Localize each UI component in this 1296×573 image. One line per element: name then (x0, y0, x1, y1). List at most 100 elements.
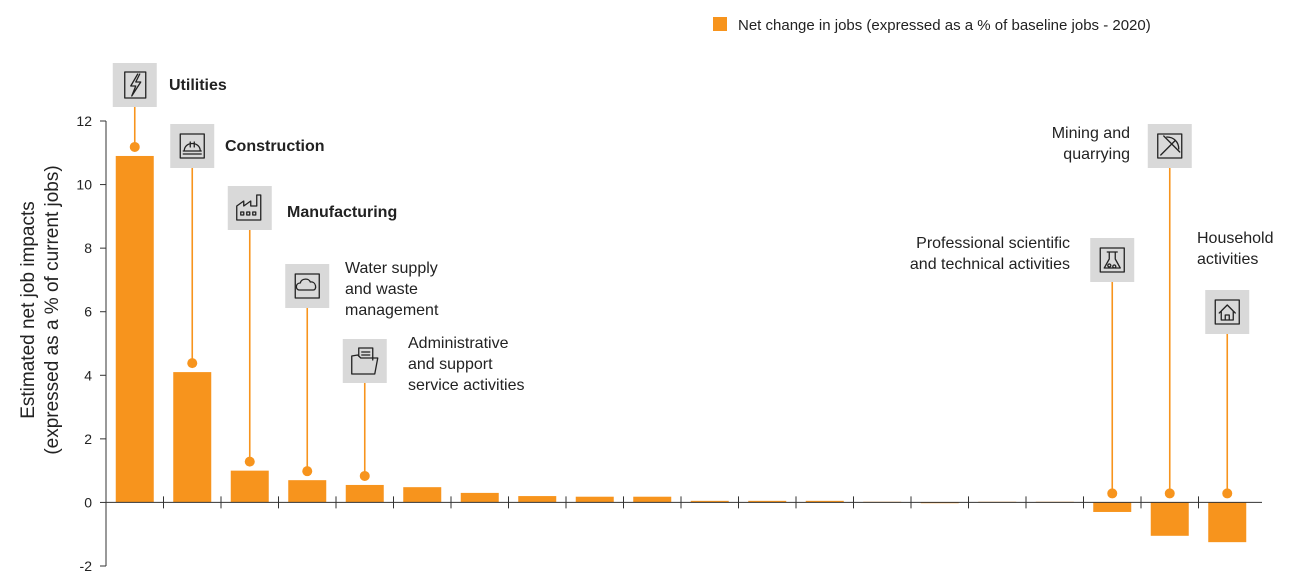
icon-stroke (124, 71, 147, 99)
y-axis-label-line-2: (expressed as a % of current jobs) (42, 165, 63, 454)
annotation-label-line: Administrative (408, 335, 509, 352)
icon-stroke (236, 194, 262, 221)
icon-stroke (179, 133, 205, 159)
annotation-label: Household activities (1197, 230, 1274, 268)
y-axis-label: Estimated net job impacts (expressed as … (18, 165, 63, 454)
leader-dot (244, 456, 255, 467)
annotation-label-line: Household (1197, 230, 1274, 247)
annotation-19: Household activities (1197, 230, 1274, 499)
leader-dot (302, 466, 313, 477)
legend: Net change in jobs (expressed as a % of … (713, 17, 1151, 34)
bar (633, 496, 672, 503)
annotation-4: Administrative and support service activit… (342, 335, 524, 481)
leader-dot (187, 358, 198, 369)
annotation-label: Manufacturing (287, 204, 397, 221)
icon-box (285, 264, 330, 308)
bar (690, 500, 729, 503)
icon-stroke (1160, 135, 1181, 156)
legend-swatch (713, 17, 727, 31)
icon-box (1090, 238, 1135, 282)
annotation-label-line: Utilities (169, 77, 227, 94)
bar (748, 500, 787, 503)
y-tick-label: 4 (84, 367, 92, 383)
icon-stroke (240, 211, 257, 216)
bar (1150, 502, 1189, 536)
pickaxe-icon (1147, 124, 1192, 168)
icon-stroke (294, 273, 320, 299)
y-tick-label: -2 (80, 558, 93, 573)
y-axis-label-line-1: Estimated net job impacts (18, 201, 39, 419)
house-icon (1205, 290, 1250, 334)
icon-stroke (1157, 133, 1183, 159)
annotation-label-line: and technical activities (910, 256, 1070, 273)
annotation-17: Professional scientific and technical act… (910, 235, 1135, 499)
y-tick-label: 10 (76, 177, 92, 193)
legend-label: Net change in jobs (expressed as a % of … (738, 17, 1151, 34)
annotation-label-line: Water supply (345, 260, 438, 277)
annotation-2: Manufacturing (227, 186, 397, 467)
annotation-label-line: Professional scientific (916, 235, 1070, 252)
leader-dot (1222, 488, 1233, 499)
y-axis: -2 0 2 4 6 8 10 12 (76, 113, 107, 573)
folder-document-icon (342, 339, 387, 383)
icon-stroke (1099, 247, 1125, 273)
bar (805, 500, 844, 503)
y-tick-label: 2 (84, 431, 92, 447)
annotation-label-line: management (345, 302, 439, 319)
hard-hat-icon (170, 124, 215, 168)
icon-stroke (1214, 299, 1240, 325)
icon-stroke (295, 278, 317, 291)
icon-stroke (130, 73, 142, 97)
icon-box (342, 339, 387, 383)
annotation-0: Utilities (112, 63, 227, 152)
icon-box (1205, 290, 1250, 334)
annotation-label: Administrative and support service activit… (408, 335, 524, 394)
annotation-label: Construction (225, 138, 325, 155)
annotation-label: Water supply and waste management (345, 260, 439, 319)
leader-dot (129, 141, 140, 152)
annotation-label-line: and waste (345, 281, 418, 298)
bars (115, 155, 1247, 543)
bar (1208, 502, 1247, 543)
annotation-label-line: Construction (225, 138, 325, 155)
bar (345, 484, 384, 503)
y-tick-label: 0 (84, 494, 92, 510)
annotation-label-line: Mining and (1052, 125, 1130, 142)
x-axis (106, 496, 1262, 509)
leader-dot (359, 470, 370, 481)
y-tick-label: 6 (84, 304, 92, 320)
icon-stroke (182, 141, 202, 155)
annotation-3: Water supply and waste management (285, 260, 439, 477)
annotation-label-line: Manufacturing (287, 204, 397, 221)
lightning-icon (112, 63, 157, 107)
leader-dot (1164, 488, 1175, 499)
icon-stroke (358, 347, 374, 361)
annotation-label-line: activities (1197, 251, 1258, 268)
icon-stroke (1103, 251, 1121, 269)
bar (518, 496, 557, 503)
annotation-label: Mining and quarrying (1052, 125, 1130, 163)
icon-stroke (1218, 304, 1236, 321)
annotation-label-line: service activities (408, 377, 524, 394)
y-tick-label: 12 (76, 113, 92, 129)
annotation-18: Mining and quarrying (1052, 124, 1192, 499)
bar (230, 470, 269, 503)
annotation-label-line: and support (408, 356, 493, 373)
bar (1093, 502, 1132, 512)
bar (403, 487, 442, 503)
annotation-1: Construction (170, 124, 325, 369)
annotation-label: Professional scientific and technical act… (910, 235, 1070, 273)
icon-stroke (351, 354, 379, 375)
annotation-label: Utilities (169, 77, 227, 94)
bar (173, 372, 212, 503)
bar (575, 496, 614, 503)
factory-icon (227, 186, 272, 230)
icon-box (112, 63, 157, 107)
icon-box (170, 124, 215, 168)
annotation-label-line: quarrying (1063, 146, 1130, 163)
leader-dot (1107, 488, 1118, 499)
annotations: Utilities Construction Manufacturing Water … (112, 63, 1274, 499)
flask-icon (1090, 238, 1135, 282)
icon-box (227, 186, 272, 230)
